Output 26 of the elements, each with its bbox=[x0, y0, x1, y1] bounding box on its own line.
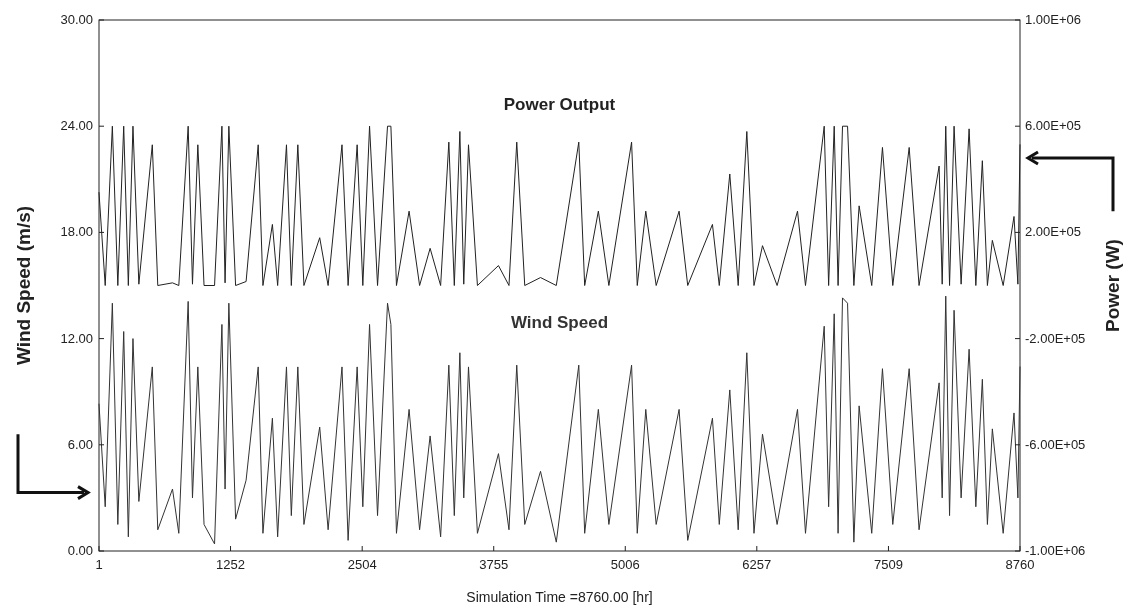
y-axis-title: Wind Speed (m/s) bbox=[13, 205, 34, 366]
x-tick-label: 3755 bbox=[479, 557, 509, 572]
y2-axis-title: Power (W) bbox=[1102, 239, 1123, 332]
y2-tick-label: 1.00E+06 bbox=[1025, 12, 1082, 27]
y2-tick-label: 6.00E+05 bbox=[1025, 118, 1082, 134]
series-label: Wind Speed bbox=[510, 312, 609, 332]
x-tick-label: 8760 bbox=[1005, 557, 1035, 572]
x-tick-label: 7509 bbox=[874, 557, 903, 572]
y-tick-label: 24.00 bbox=[60, 118, 93, 134]
y2-tick-label: -2.00E+05 bbox=[1025, 330, 1086, 346]
y2-tick-label: -6.00E+05 bbox=[1025, 436, 1086, 452]
y2-tick-label: 2.00E+05 bbox=[1025, 224, 1082, 240]
y2-tick-label: -1.00E+06 bbox=[1025, 543, 1086, 558]
y-tick-label: 30.00 bbox=[60, 12, 93, 27]
y-tick-label: 18.00 bbox=[60, 224, 93, 240]
x-tick-label: 1252 bbox=[216, 557, 245, 572]
line-series bbox=[98, 295, 1021, 545]
y-tick-label: 0.00 bbox=[67, 543, 93, 558]
y-tick-label: 12.00 bbox=[60, 330, 93, 346]
x-tick-label: 5006 bbox=[610, 557, 640, 572]
y-tick-label: 6.00 bbox=[67, 436, 93, 452]
series-label: Power Output bbox=[503, 95, 616, 115]
x-tick-label: 1 bbox=[95, 557, 103, 572]
x-tick-label: 2504 bbox=[347, 557, 377, 572]
x-tick-label: 6257 bbox=[742, 557, 772, 572]
x-axis-title: Simulation Time =8760.00 [hr] bbox=[466, 589, 653, 605]
